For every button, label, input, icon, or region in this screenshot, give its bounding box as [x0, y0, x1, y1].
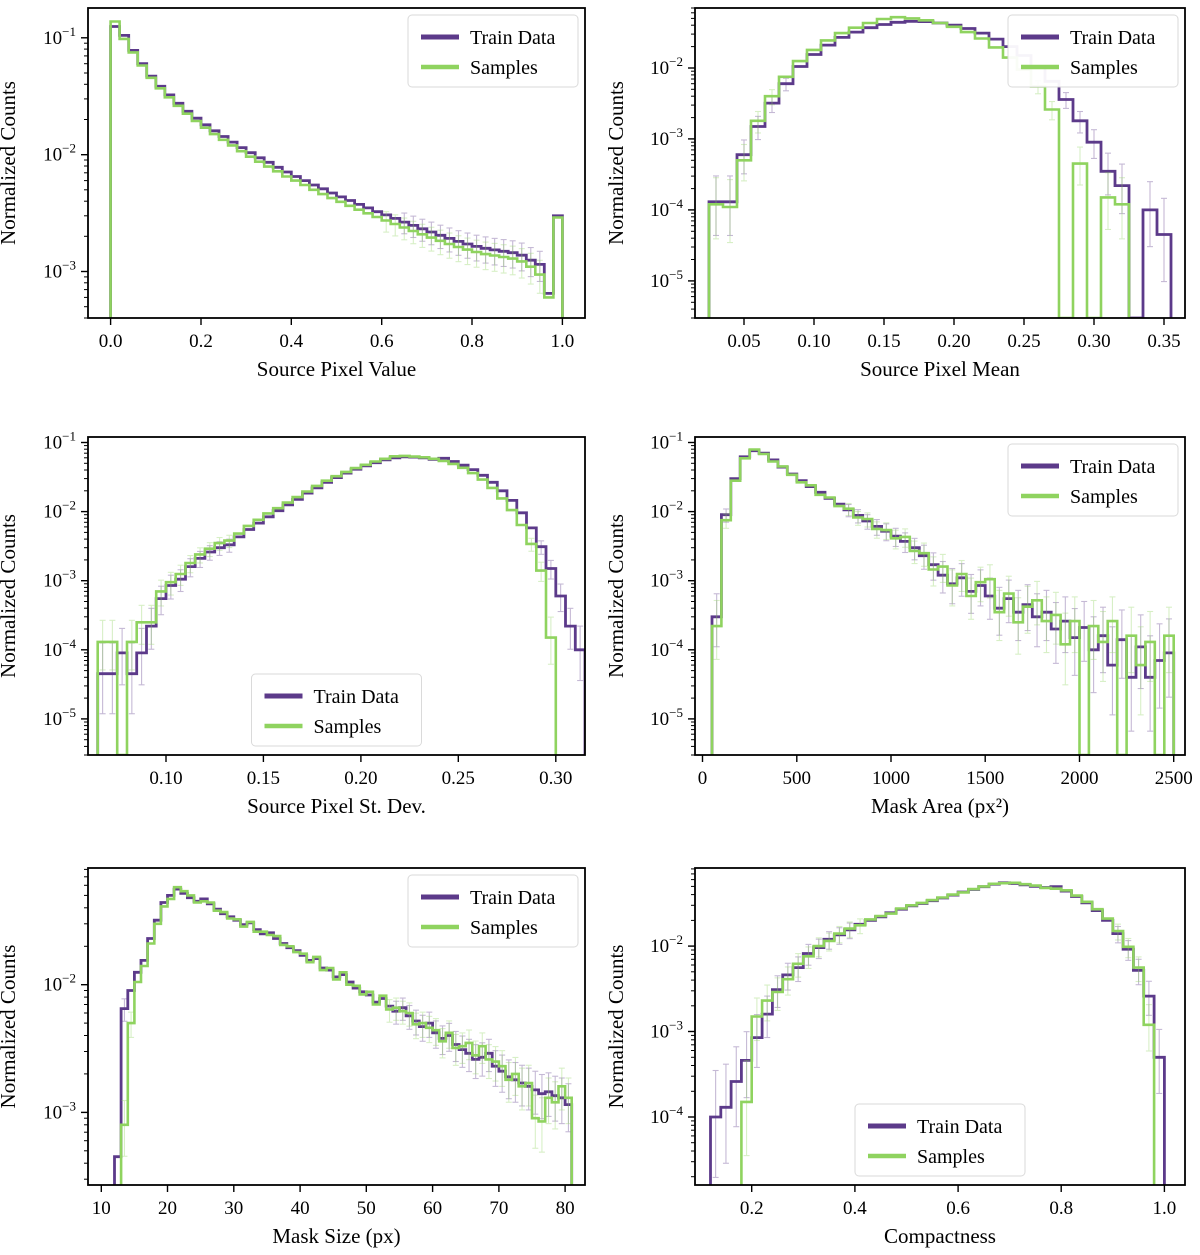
- panel-compactness: 0.2 0.4 0.6 0.8 1.0 10−4 10−3 10−2 Compactness No…: [600, 836, 1200, 1255]
- svg-text:10−2: 10−2: [43, 141, 76, 166]
- svg-text:0.30: 0.30: [539, 768, 572, 789]
- svg-text:10−2: 10−2: [43, 971, 76, 996]
- svg-text:Mask Area (px²): Mask Area (px²): [871, 794, 1009, 818]
- svg-text:Normalized Counts: Normalized Counts: [0, 81, 20, 245]
- svg-text:10−5: 10−5: [43, 705, 76, 730]
- svg-text:0.15: 0.15: [867, 331, 900, 352]
- svg-text:2000: 2000: [1061, 768, 1099, 789]
- svg-text:10−5: 10−5: [650, 705, 683, 730]
- svg-text:Normalized Counts: Normalized Counts: [0, 945, 20, 1109]
- svg-text:0.2: 0.2: [189, 331, 213, 352]
- svg-text:70: 70: [489, 1198, 508, 1219]
- svg-text:0.6: 0.6: [370, 331, 394, 352]
- svg-text:0.05: 0.05: [727, 331, 760, 352]
- svg-text:10−4: 10−4: [43, 636, 76, 661]
- svg-text:80: 80: [556, 1198, 575, 1219]
- svg-text:10−5: 10−5: [650, 267, 683, 292]
- svg-text:0.10: 0.10: [797, 331, 830, 352]
- svg-text:0.4: 0.4: [279, 331, 303, 352]
- panel-mask-area: 0 500 1000 1500 2000 2500 10−5 10−4 10−3 10−2 10−1…: [600, 418, 1200, 836]
- svg-text:Samples: Samples: [470, 57, 538, 79]
- panel-source-pixel-mean: 0.05 0.10 0.15 0.20 0.25 0.30 0.35 10−5 10−4 10−3…: [600, 0, 1200, 418]
- svg-text:10−2: 10−2: [43, 498, 76, 523]
- svg-text:0.20: 0.20: [344, 768, 377, 789]
- svg-text:Source Pixel St. Dev.: Source Pixel St. Dev.: [247, 794, 426, 818]
- svg-text:0.10: 0.10: [149, 768, 182, 789]
- svg-text:0.8: 0.8: [1049, 1198, 1073, 1219]
- svg-text:0.35: 0.35: [1147, 331, 1180, 352]
- svg-text:Source Pixel Value: Source Pixel Value: [257, 357, 416, 381]
- svg-text:1.0: 1.0: [551, 331, 575, 352]
- svg-text:0.25: 0.25: [442, 768, 475, 789]
- svg-text:60: 60: [423, 1198, 442, 1219]
- svg-text:Samples: Samples: [917, 1146, 985, 1168]
- svg-text:0.30: 0.30: [1077, 331, 1110, 352]
- svg-text:10−3: 10−3: [43, 567, 76, 592]
- svg-text:Mask Size (px): Mask Size (px): [272, 1224, 400, 1248]
- svg-text:Compactness: Compactness: [884, 1224, 996, 1248]
- svg-text:Train Data: Train Data: [917, 1116, 1002, 1138]
- svg-text:Normalized Counts: Normalized Counts: [0, 514, 20, 678]
- svg-text:0.25: 0.25: [1007, 331, 1040, 352]
- svg-text:Samples: Samples: [470, 917, 538, 939]
- svg-text:10−2: 10−2: [650, 54, 683, 79]
- svg-text:10−2: 10−2: [650, 498, 683, 523]
- svg-text:30: 30: [224, 1198, 243, 1219]
- source-pixel-st-dev-histogram: 0.10 0.15 0.20 0.25 0.30 10−5 10−4 10−3 10−2 10−1…: [0, 429, 586, 818]
- svg-text:0.6: 0.6: [946, 1198, 970, 1219]
- svg-text:Normalized Counts: Normalized Counts: [604, 514, 628, 678]
- mask-size-histogram: 10 20 30 40 50 60 70 80 10−3 10−2 Mask Size (px) No…: [0, 867, 586, 1248]
- svg-text:Train Data: Train Data: [470, 887, 555, 909]
- panel-source-pixel-st-dev: 0.10 0.15 0.20 0.25 0.30 10−5 10−4 10−3 10−2 10−1…: [0, 418, 600, 836]
- svg-text:Normalized Counts: Normalized Counts: [604, 945, 628, 1109]
- mask-area-histogram: 0 500 1000 1500 2000 2500 10−5 10−4 10−3 10−2 10−1…: [604, 429, 1193, 819]
- svg-text:10−3: 10−3: [650, 1018, 683, 1043]
- svg-text:0.15: 0.15: [247, 768, 280, 789]
- svg-text:Source Pixel Mean: Source Pixel Mean: [860, 357, 1020, 381]
- svg-text:10−3: 10−3: [650, 125, 683, 150]
- svg-text:10−1: 10−1: [43, 24, 76, 49]
- svg-text:10−3: 10−3: [43, 258, 76, 283]
- svg-text:40: 40: [291, 1198, 310, 1219]
- svg-text:10−3: 10−3: [650, 567, 683, 592]
- svg-text:500: 500: [783, 768, 812, 789]
- svg-text:0: 0: [698, 768, 708, 789]
- svg-text:0.0: 0.0: [99, 331, 123, 352]
- compactness-histogram: 0.2 0.4 0.6 0.8 1.0 10−4 10−3 10−2 Compactness No…: [604, 867, 1186, 1248]
- svg-text:10−4: 10−4: [650, 1103, 683, 1128]
- svg-text:50: 50: [357, 1198, 376, 1219]
- svg-text:10−4: 10−4: [650, 636, 683, 661]
- svg-text:10−1: 10−1: [43, 429, 76, 454]
- svg-text:Samples: Samples: [1070, 57, 1138, 79]
- svg-text:2500: 2500: [1155, 768, 1193, 789]
- svg-text:1000: 1000: [872, 768, 910, 789]
- source-pixel-value-histogram: 0.0 0.2 0.4 0.6 0.8 1.0 10−3 10−2 10−1 Source Pix…: [0, 7, 586, 381]
- svg-text:Train Data: Train Data: [314, 686, 399, 708]
- svg-text:10−3: 10−3: [43, 1098, 76, 1123]
- svg-text:10: 10: [92, 1198, 111, 1219]
- panel-source-pixel-value: 0.0 0.2 0.4 0.6 0.8 1.0 10−3 10−2 10−1 Source Pix…: [0, 0, 600, 418]
- svg-text:10−4: 10−4: [650, 196, 683, 221]
- svg-text:0.4: 0.4: [843, 1198, 867, 1219]
- svg-text:1.0: 1.0: [1153, 1198, 1177, 1219]
- svg-text:Train Data: Train Data: [1070, 456, 1155, 478]
- svg-text:Samples: Samples: [314, 716, 382, 738]
- svg-text:Normalized Counts: Normalized Counts: [604, 81, 628, 245]
- svg-text:1500: 1500: [966, 768, 1004, 789]
- svg-text:20: 20: [158, 1198, 177, 1219]
- panel-mask-size: 10 20 30 40 50 60 70 80 10−3 10−2 Mask Size (px) No…: [0, 836, 600, 1255]
- svg-text:0.20: 0.20: [937, 331, 970, 352]
- svg-text:10−1: 10−1: [650, 429, 683, 454]
- svg-text:Train Data: Train Data: [470, 27, 555, 49]
- source-pixel-mean-histogram: 0.05 0.10 0.15 0.20 0.25 0.30 0.35 10−5 10−4 10−3…: [604, 7, 1186, 381]
- svg-text:0.8: 0.8: [460, 331, 484, 352]
- svg-text:10−2: 10−2: [650, 932, 683, 957]
- svg-text:Samples: Samples: [1070, 486, 1138, 508]
- svg-text:0.2: 0.2: [740, 1198, 764, 1219]
- svg-text:Train Data: Train Data: [1070, 27, 1155, 49]
